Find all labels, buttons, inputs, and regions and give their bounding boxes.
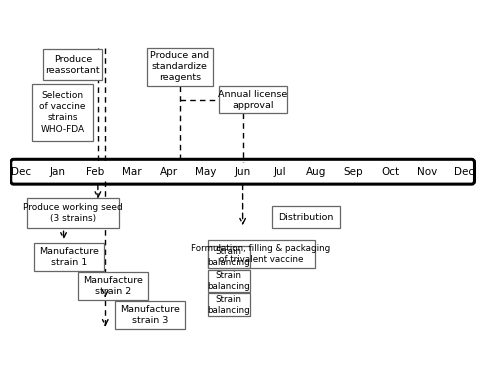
Text: Selection
of vaccine
strains
WHO-FDA: Selection of vaccine strains WHO-FDA <box>40 91 86 134</box>
Text: Apr: Apr <box>160 167 178 177</box>
Bar <box>115 301 186 330</box>
Text: Strain
balancing: Strain balancing <box>208 294 250 315</box>
Bar <box>272 206 340 228</box>
Text: Produce working seed
(3 strains): Produce working seed (3 strains) <box>23 203 122 223</box>
Text: Feb: Feb <box>86 167 104 177</box>
Text: Aug: Aug <box>306 167 326 177</box>
Text: Distribution: Distribution <box>278 213 334 221</box>
Text: Nov: Nov <box>417 167 438 177</box>
Bar <box>208 270 250 292</box>
Text: Produce and
standardize
reagents: Produce and standardize reagents <box>150 51 210 82</box>
Text: Dec: Dec <box>454 167 474 177</box>
Text: Mar: Mar <box>122 167 142 177</box>
Bar <box>34 242 104 271</box>
Text: Oct: Oct <box>381 167 400 177</box>
Text: Sep: Sep <box>344 167 363 177</box>
Text: Manufacture
strain 3: Manufacture strain 3 <box>120 305 180 325</box>
Text: May: May <box>195 167 216 177</box>
Bar <box>78 272 148 300</box>
Bar <box>208 246 250 269</box>
Text: Jun: Jun <box>234 167 250 177</box>
Bar <box>218 86 287 113</box>
Text: Manufacture
strain 2: Manufacture strain 2 <box>84 276 144 296</box>
Bar <box>43 49 102 80</box>
Text: Formulation, filling & packaging
of trivalent vaccine: Formulation, filling & packaging of triv… <box>192 244 330 264</box>
Text: Jan: Jan <box>50 167 66 177</box>
Text: Produce
reassortant: Produce reassortant <box>46 55 100 75</box>
Text: Jul: Jul <box>273 167 286 177</box>
Text: Dec: Dec <box>11 167 31 177</box>
Text: Annual license
approval: Annual license approval <box>218 90 288 110</box>
Bar <box>26 199 119 228</box>
Text: Manufacture
strain 1: Manufacture strain 1 <box>39 247 99 267</box>
Bar <box>32 84 93 141</box>
Text: Strain
balancing: Strain balancing <box>208 271 250 291</box>
Bar <box>146 48 213 86</box>
Text: Strain
balancing: Strain balancing <box>208 247 250 267</box>
Bar <box>208 293 250 316</box>
Bar <box>208 240 314 269</box>
FancyBboxPatch shape <box>10 159 474 184</box>
